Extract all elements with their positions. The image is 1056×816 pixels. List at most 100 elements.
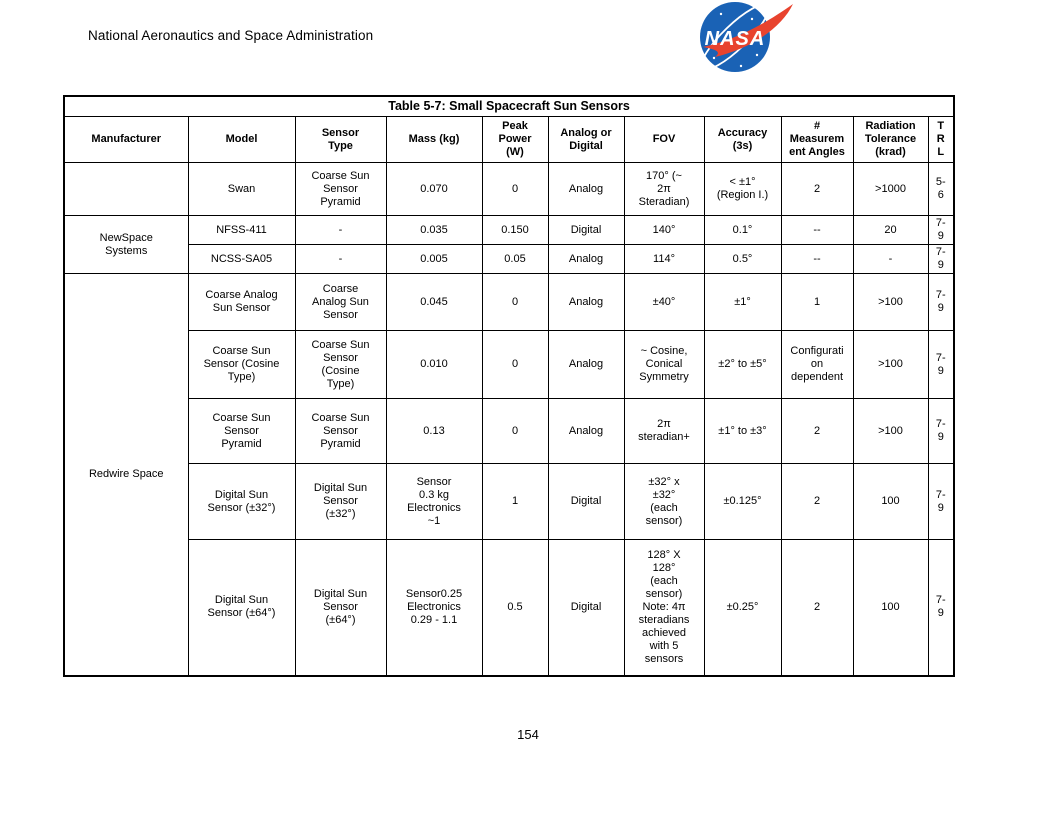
cell-trl: 5- 6 xyxy=(927,162,955,216)
cell-trl: 7- 9 xyxy=(927,398,955,464)
cell-sensor-type: Digital Sun Sensor (±32°) xyxy=(294,463,387,540)
cell-fov: ±32° x ±32° (each sensor) xyxy=(623,463,705,540)
cell-model: Swan xyxy=(187,162,296,216)
cell-trl: 7- 9 xyxy=(927,539,955,676)
nasa-logo: NASA xyxy=(694,0,798,74)
cell-model: Coarse Sun Sensor Pyramid xyxy=(187,398,296,464)
cell-trl: 7- 9 xyxy=(927,215,955,245)
cell-radiation-tolerance: 100 xyxy=(852,463,929,540)
cell-measurement-angles: 2 xyxy=(780,463,854,540)
cell-analog-digital: Analog xyxy=(547,330,625,399)
cell-radiation-tolerance: >100 xyxy=(852,398,929,464)
cell-mass: 0.045 xyxy=(385,273,483,331)
cell-mass: Sensor0.25 Electronics 0.29 - 1.1 xyxy=(385,539,483,676)
cell-measurement-angles: 2 xyxy=(780,162,854,216)
cell-measurement-angles: 2 xyxy=(780,539,854,676)
cell-radiation-tolerance: 20 xyxy=(852,215,929,245)
table-row: NewSpace Systems NFSS-411 - 0.035 0.150 … xyxy=(63,215,955,274)
cell-fov: 140° xyxy=(623,215,705,245)
table-title-row: Table 5-7: Small Spacecraft Sun Sensors xyxy=(63,95,955,117)
sun-sensors-table: Table 5-7: Small Spacecraft Sun Sensors … xyxy=(63,95,956,677)
table-row: Coarse Sun Sensor Pyramid Coarse Sun Sen… xyxy=(64,398,955,464)
cell-analog-digital: Digital xyxy=(547,539,625,676)
cell-model: NFSS-411 xyxy=(187,215,296,245)
cell-trl: 7- 9 xyxy=(927,244,955,274)
table-row: Digital Sun Sensor (±64°) Digital Sun Se… xyxy=(64,539,955,676)
cell-model: Digital Sun Sensor (±64°) xyxy=(187,539,296,676)
cell-mass: Sensor 0.3 kg Electronics ~1 xyxy=(385,463,483,540)
cell-accuracy: ±0.25° xyxy=(703,539,782,676)
table-container: Table 5-7: Small Spacecraft Sun Sensors … xyxy=(63,95,956,677)
cell-sensor-type: Coarse Sun Sensor (Cosine Type) xyxy=(294,330,387,399)
col-header-peak-power: Peak Power (W) xyxy=(481,116,549,163)
cell-measurement-angles: 1 xyxy=(780,273,854,331)
cell-manufacturer: NewSpace Systems xyxy=(63,215,189,274)
cell-measurement-angles: -- xyxy=(780,215,854,245)
cell-model: NCSS-SA05 xyxy=(187,244,296,274)
cell-peak-power: 0.150 xyxy=(481,215,549,245)
table-header-row: Manufacturer Model Sensor Type Mass (kg)… xyxy=(63,116,955,163)
cell-mass: 0.010 xyxy=(385,330,483,399)
table-row: Redwire Space Coarse Analog Sun Sensor C… xyxy=(63,273,955,676)
cell-fov: ±40° xyxy=(623,273,705,331)
cell-analog-digital: Analog xyxy=(547,398,625,464)
cell-peak-power: 1 xyxy=(481,463,549,540)
cell-fov: 128° X 128° (each sensor) Note: 4π stera… xyxy=(623,539,705,676)
cell-radiation-tolerance: 100 xyxy=(852,539,929,676)
cell-fov: 2π steradian+ xyxy=(623,398,705,464)
col-header-radiation-tolerance: Radiation Tolerance (krad) xyxy=(852,116,929,163)
table-row: Coarse Sun Sensor (Cosine Type) Coarse S… xyxy=(64,330,955,399)
cell-accuracy: ±2° to ±5° xyxy=(703,330,782,399)
cell-model: Coarse Analog Sun Sensor xyxy=(187,273,296,331)
col-header-mass: Mass (kg) xyxy=(385,116,483,163)
cell-manufacturer xyxy=(63,162,189,216)
cell-analog-digital: Digital xyxy=(547,463,625,540)
cell-sensor-type: Digital Sun Sensor (±64°) xyxy=(294,539,387,676)
svg-text:NASA: NASA xyxy=(705,28,766,50)
cell-fov: 114° xyxy=(623,244,705,274)
cell-accuracy: 0.5° xyxy=(703,244,782,274)
cell-analog-digital: Analog xyxy=(547,244,625,274)
col-header-analog-digital: Analog or Digital xyxy=(547,116,625,163)
table-title: Table 5-7: Small Spacecraft Sun Sensors xyxy=(63,95,955,117)
cell-fov: 170° (~ 2π Steradian) xyxy=(623,162,705,216)
cell-trl: 7- 9 xyxy=(927,273,955,331)
cell-measurement-angles: -- xyxy=(780,244,854,274)
col-header-manufacturer: Manufacturer xyxy=(63,116,189,163)
cell-accuracy: ±1° xyxy=(703,273,782,331)
cell-mass: 0.005 xyxy=(385,244,483,274)
col-header-trl: T R L xyxy=(927,116,955,163)
table-row: Swan Coarse Sun Sensor Pyramid 0.070 0 A… xyxy=(63,162,955,216)
cell-accuracy: 0.1° xyxy=(703,215,782,245)
cell-trl: 7- 9 xyxy=(927,330,955,399)
cell-accuracy: ±0.125° xyxy=(703,463,782,540)
cell-sensor-type: Coarse Analog Sun Sensor xyxy=(294,273,387,331)
cell-mass: 0.070 xyxy=(385,162,483,216)
nasa-insignia-icon: NASA xyxy=(700,2,793,72)
cell-peak-power: 0 xyxy=(481,330,549,399)
page-number: 154 xyxy=(517,727,539,742)
cell-measurement-angles: Configurati on dependent xyxy=(780,330,854,399)
cell-radiation-tolerance: >100 xyxy=(852,273,929,331)
cell-fov: ~ Cosine, Conical Symmetry xyxy=(623,330,705,399)
cell-radiation-tolerance: >100 xyxy=(852,330,929,399)
cell-peak-power: 0 xyxy=(481,162,549,216)
cell-sensor-type: - xyxy=(294,215,387,245)
col-header-model: Model xyxy=(187,116,296,163)
cell-radiation-tolerance: >1000 xyxy=(852,162,929,216)
cell-sensor-type: Coarse Sun Sensor Pyramid xyxy=(294,398,387,464)
cell-peak-power: 0 xyxy=(481,398,549,464)
table-row: Digital Sun Sensor (±32°) Digital Sun Se… xyxy=(64,463,955,540)
cell-measurement-angles: 2 xyxy=(780,398,854,464)
cell-trl: 7- 9 xyxy=(927,463,955,540)
cell-sensor-type: Coarse Sun Sensor Pyramid xyxy=(294,162,387,216)
cell-manufacturer: Redwire Space xyxy=(63,273,189,676)
cell-accuracy: ±1° to ±3° xyxy=(703,398,782,464)
cell-mass: 0.035 xyxy=(385,215,483,245)
cell-analog-digital: Analog xyxy=(547,162,625,216)
cell-model: Coarse Sun Sensor (Cosine Type) xyxy=(187,330,296,399)
cell-accuracy: < ±1° (Region I.) xyxy=(703,162,782,216)
cell-peak-power: 0 xyxy=(481,273,549,331)
col-header-measurement-angles: # Measurem ent Angles xyxy=(780,116,854,163)
